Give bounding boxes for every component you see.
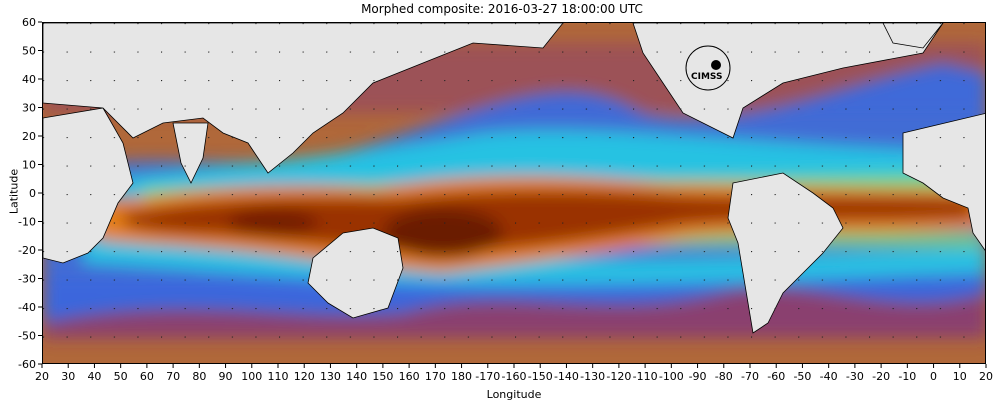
y-tick-label: 40 bbox=[22, 73, 36, 86]
x-tick-label: 170 bbox=[425, 370, 446, 383]
x-tick-label: 80 bbox=[192, 370, 206, 383]
logo-text: CIMSS bbox=[691, 72, 722, 82]
y-tick-label: 30 bbox=[22, 102, 36, 115]
y-tick-label: -10 bbox=[18, 216, 36, 229]
x-tick-label: -130 bbox=[580, 370, 605, 383]
x-tick-label: -60 bbox=[767, 370, 785, 383]
x-tick-label: 110 bbox=[268, 370, 289, 383]
x-tick-label: 0 bbox=[930, 370, 937, 383]
y-tick-label: -40 bbox=[18, 301, 36, 314]
x-tick-label: -170 bbox=[475, 370, 500, 383]
y-tick-label: -50 bbox=[18, 330, 36, 343]
x-axis-ticks: 20 30 40 50 60 70 80 90 100 110 120 130 140 150 160 170… bbox=[35, 364, 993, 383]
x-tick-label: -150 bbox=[528, 370, 553, 383]
x-tick-label: 180 bbox=[451, 370, 472, 383]
x-tick-label: 140 bbox=[346, 370, 367, 383]
map-title: Morphed composite: 2016-03-27 18:00:00 U… bbox=[361, 2, 643, 16]
x-tick-label: 10 bbox=[953, 370, 967, 383]
x-tick-label: 160 bbox=[399, 370, 420, 383]
x-tick-label: -50 bbox=[793, 370, 811, 383]
y-tick-label: 60 bbox=[22, 16, 36, 29]
x-tick-label: -90 bbox=[689, 370, 707, 383]
x-tick-label: 20 bbox=[979, 370, 993, 383]
y-tick-label: 0 bbox=[29, 187, 36, 200]
x-tick-label: -10 bbox=[898, 370, 916, 383]
x-tick-label: -100 bbox=[659, 370, 684, 383]
x-tick-label: 70 bbox=[166, 370, 180, 383]
x-tick-label: 40 bbox=[87, 370, 101, 383]
y-tick-label: -20 bbox=[18, 244, 36, 257]
x-tick-label: -40 bbox=[820, 370, 838, 383]
x-axis-label: Longitude bbox=[486, 388, 542, 401]
y-tick-label: 10 bbox=[22, 159, 36, 172]
x-tick-label: -140 bbox=[554, 370, 579, 383]
y-tick-label: 50 bbox=[22, 45, 36, 58]
x-tick-label: 60 bbox=[140, 370, 154, 383]
cimss-logo: CIMSS bbox=[685, 45, 731, 91]
x-tick-label: 130 bbox=[320, 370, 341, 383]
y-tick-label: -30 bbox=[18, 273, 36, 286]
y-tick-label: -60 bbox=[18, 358, 36, 371]
y-axis-ticks: 60 50 40 30 20 10 0 -10 -20 -30 -40 -50 -60 bbox=[18, 16, 42, 371]
x-tick-label: 100 bbox=[241, 370, 262, 383]
graticule bbox=[43, 23, 985, 363]
x-tick-label: 90 bbox=[219, 370, 233, 383]
x-tick-label: -120 bbox=[606, 370, 631, 383]
y-axis-label: Latitude bbox=[7, 168, 21, 215]
x-tick-label: -110 bbox=[633, 370, 658, 383]
x-tick-label: -70 bbox=[741, 370, 759, 383]
y-tick-label: 20 bbox=[22, 130, 36, 143]
x-tick-label: 50 bbox=[114, 370, 128, 383]
x-tick-label: 20 bbox=[35, 370, 49, 383]
precipitable-water-map: CIMSS bbox=[42, 22, 986, 364]
x-tick-label: 30 bbox=[61, 370, 75, 383]
x-tick-label: -20 bbox=[872, 370, 890, 383]
x-tick-label: 120 bbox=[294, 370, 315, 383]
x-tick-label: -80 bbox=[715, 370, 733, 383]
x-tick-label: -30 bbox=[846, 370, 864, 383]
x-tick-label: -160 bbox=[502, 370, 527, 383]
x-tick-label: 150 bbox=[372, 370, 393, 383]
